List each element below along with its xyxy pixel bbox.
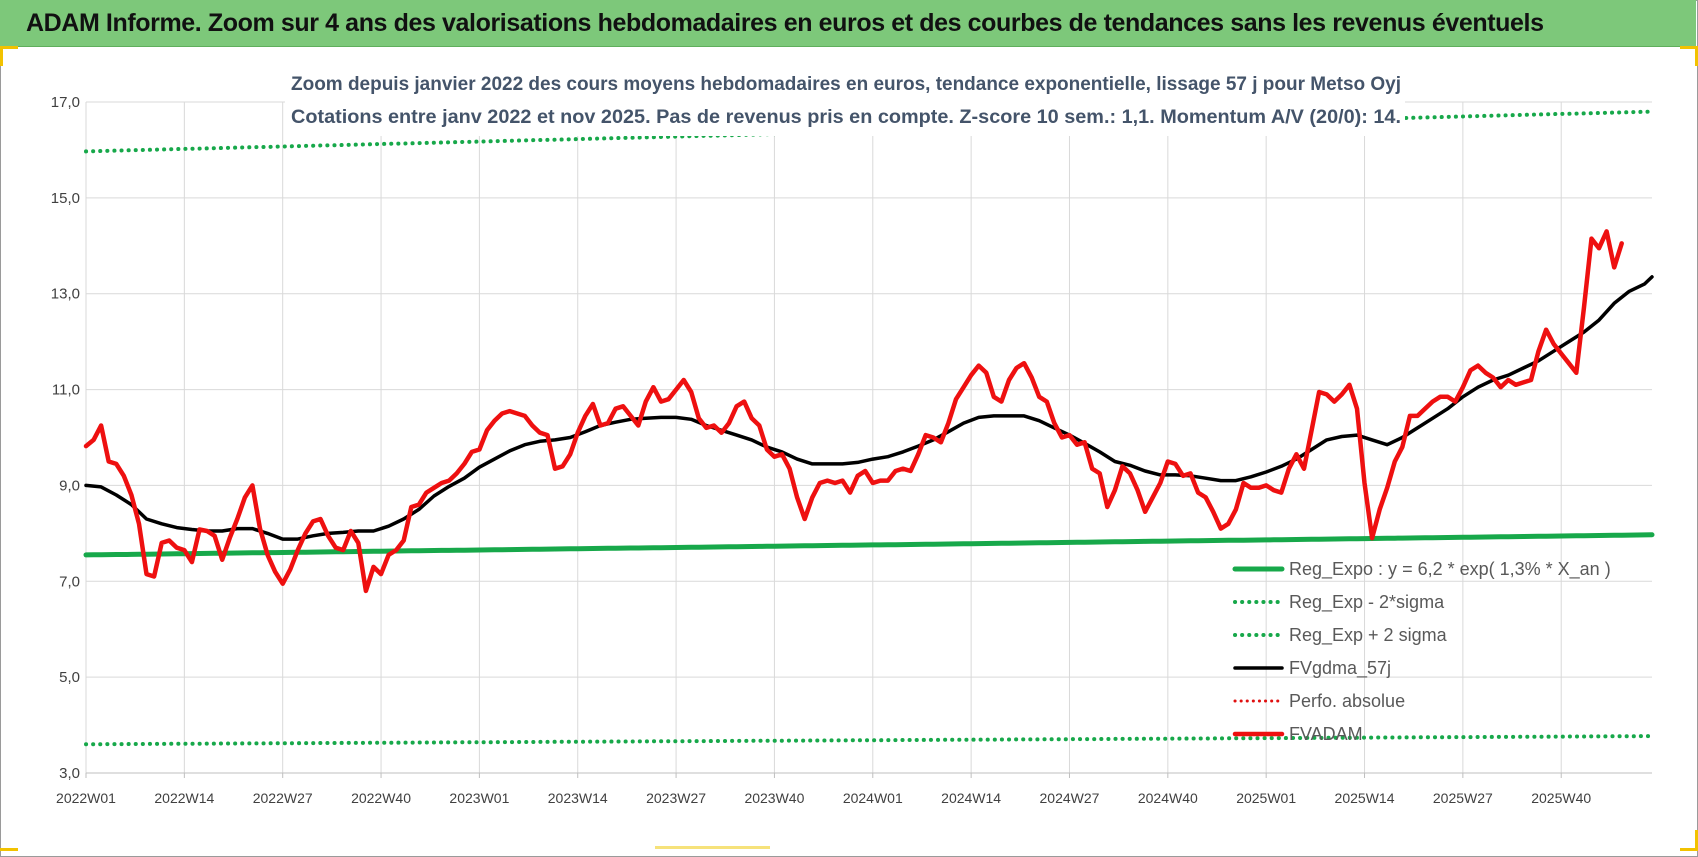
subtitle-backdrop: [285, 66, 1405, 136]
corner-mark-right-bottom: [1695, 830, 1698, 850]
y-tick-label: 3,0: [59, 765, 80, 782]
corner-mark-left: [0, 46, 3, 66]
chart-title: Zoom depuis janvier 2022 des cours moyen…: [291, 74, 1401, 95]
header-banner: ADAM Informe. Zoom sur 4 ans des valoris…: [0, 0, 1696, 47]
corner-mark-right: [1695, 46, 1698, 66]
corner-mark-bottom-left: [0, 848, 18, 851]
chart-subtitle: Cotations entre janv 2022 et nov 2025. P…: [291, 107, 1401, 128]
series-line-solid-red: [83, 229, 1624, 594]
series-group: [83, 109, 1655, 747]
x-tick-label: 2023W14: [548, 790, 608, 806]
legend-label: Reg_Exp - 2*sigma: [1289, 592, 1445, 613]
x-axis-ticks: 2022W01 2022W14 2022W27 2022W40 2023W01 2023W…: [56, 790, 1591, 806]
y-tick-label: 11,0: [52, 382, 80, 399]
corner-mark-bottom-right: [1680, 848, 1698, 851]
x-tick-label: 2023W27: [646, 790, 706, 806]
y-tick-label: 7,0: [59, 573, 80, 590]
x-tick-label: 2025W40: [1531, 790, 1591, 806]
x-tick-label: 2023W01: [449, 790, 509, 806]
x-tick-label: 2025W01: [1236, 790, 1296, 806]
y-tick-label: 5,0: [59, 669, 80, 686]
x-tick-label: 2022W01: [56, 790, 116, 806]
x-tick-label: 2025W14: [1335, 790, 1395, 806]
series-line-solid-black: [84, 275, 1654, 541]
x-tick-label: 2022W27: [253, 790, 313, 806]
x-tick-label: 2022W40: [351, 790, 411, 806]
x-tick-label: 2024W14: [941, 790, 1001, 806]
x-tick-label: 2024W40: [1138, 790, 1198, 806]
x-tick-label: 2025W27: [1433, 790, 1493, 806]
page-title: ADAM Informe. Zoom sur 4 ans des valoris…: [26, 9, 1544, 37]
legend-label: Reg_Expo : y = 6,2 * exp( 1,3% * X_an ): [1289, 559, 1611, 580]
y-tick-label: 9,0: [59, 477, 80, 494]
legend-label: FVgdma_57j: [1289, 658, 1391, 679]
y-tick-label: 13,0: [51, 286, 80, 303]
bottom-highlight-mark: [655, 846, 770, 849]
y-tick-label: 15,0: [51, 190, 80, 207]
series-line-solid-green: [83, 532, 1655, 558]
y-tick-label: 17,0: [51, 94, 80, 111]
y-axis-ticks: 3,0 5,0 7,0 9,0 11,0 13,0 15,0 17,0: [51, 94, 80, 782]
grid-lines: [85, 101, 1652, 778]
corner-mark-top-right: [1680, 46, 1698, 49]
legend-label: Reg_Exp + 2 sigma: [1289, 625, 1448, 646]
series-line-dotted-green: [84, 734, 1654, 747]
corner-mark-top-left: [0, 46, 18, 49]
legend-label: FVADAM: [1289, 724, 1363, 744]
legend: Reg_Expo : y = 6,2 * exp( 1,3% * X_an ) R…: [1232, 559, 1611, 744]
x-tick-label: 2024W01: [843, 790, 903, 806]
x-tick-label: 2022W14: [154, 790, 214, 806]
x-tick-label: 2024W27: [1040, 790, 1100, 806]
legend-label: Perfo. absolue: [1289, 691, 1405, 711]
x-tick-label: 2023W40: [744, 790, 804, 806]
